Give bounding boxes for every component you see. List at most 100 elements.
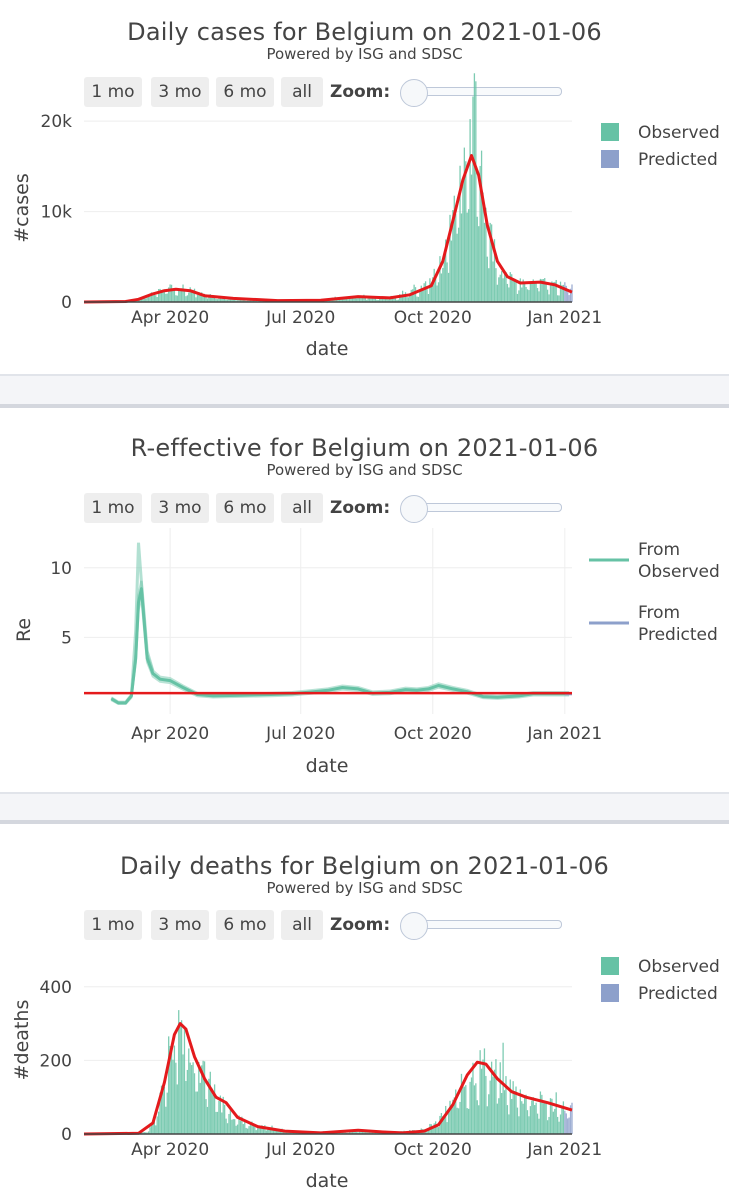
observed-bar — [358, 1130, 361, 1134]
observed-bar — [470, 1077, 473, 1134]
observed-bar — [480, 150, 483, 302]
observed-bar — [555, 279, 557, 302]
observed-bar — [545, 1103, 547, 1134]
observed-bar — [465, 1085, 467, 1134]
observed-bar — [357, 1132, 359, 1134]
observed-bar — [427, 1128, 430, 1134]
legend-label-predicted: From — [638, 603, 680, 623]
observed-bar — [422, 288, 424, 302]
observed-bar — [160, 291, 163, 302]
observed-bar — [147, 296, 150, 302]
range-button-6mo[interactable]: 6 mo — [216, 493, 274, 523]
observed-bar — [232, 1119, 234, 1134]
range-button-3mo[interactable]: 3 mo — [151, 77, 209, 107]
observed-bar — [488, 1094, 490, 1134]
observed-bar — [420, 285, 422, 302]
observed-bar — [526, 1110, 529, 1134]
observed-bar — [182, 1054, 184, 1134]
observed-bar — [241, 299, 243, 302]
observed-bar — [478, 1105, 480, 1134]
observed-bar — [387, 299, 389, 302]
observed-bar — [225, 1118, 227, 1134]
range-button-3mo[interactable]: 3 mo — [151, 493, 209, 523]
observed-bar — [327, 300, 329, 302]
observed-bar — [222, 297, 224, 302]
observed-bar — [544, 1100, 546, 1134]
observed-bar — [238, 299, 240, 302]
range-button-1mo[interactable]: 1 mo — [84, 493, 142, 523]
range-button-all[interactable]: all — [281, 493, 323, 523]
observed-bar — [170, 1050, 173, 1134]
zoom-label: Zoom: — [330, 498, 391, 518]
range-button-all[interactable]: all — [281, 910, 323, 940]
range-button-6mo[interactable]: 6 mo — [216, 77, 274, 107]
observed-bar — [435, 275, 437, 302]
legend-label-observed: Observed — [638, 123, 720, 143]
observed-bar — [203, 293, 206, 302]
range-button-1mo[interactable]: 1 mo — [84, 77, 142, 107]
observed-bar — [446, 262, 448, 302]
range-button-all[interactable]: all — [281, 77, 323, 107]
observed-bar — [424, 281, 427, 302]
observed-bar — [242, 1124, 244, 1134]
observed-bar — [172, 1059, 174, 1134]
observed-bar — [386, 298, 388, 302]
observed-bar — [542, 279, 544, 302]
observed-bar — [153, 1118, 155, 1134]
observed-bar — [440, 273, 443, 302]
zoom-slider-handle[interactable] — [400, 912, 428, 940]
observed-bar — [341, 298, 343, 302]
y-axis-title: Re — [13, 618, 35, 642]
range-button-6mo[interactable]: 6 mo — [216, 910, 274, 940]
observed-bar — [189, 287, 191, 302]
observed-bar — [356, 1131, 358, 1134]
observed-bar — [340, 298, 342, 302]
observed-bar — [492, 1076, 494, 1134]
observed-bar — [206, 298, 209, 302]
observed-bar — [360, 295, 362, 302]
observed-bar — [364, 296, 366, 302]
deaths-chart: 0 200 400 Apr 2020 Jul 2020 Oct 2020 Jan 2021 d… — [11, 957, 720, 1192]
deaths-title: Daily deaths for Belgium on 2021-01-06 — [119, 852, 610, 880]
zoom-slider-handle[interactable] — [400, 495, 428, 523]
observed-bar — [231, 299, 233, 302]
legend-swatch-predicted — [601, 984, 619, 1002]
observed-bar — [511, 1098, 513, 1134]
observed-bar — [470, 174, 473, 302]
observed-bar — [262, 1127, 265, 1134]
observed-bar — [472, 96, 474, 303]
predicted-bar — [565, 1113, 567, 1134]
observed-bar — [496, 284, 499, 302]
observed-bar — [367, 1131, 369, 1134]
observed-bar — [462, 181, 464, 302]
observed-bar — [409, 294, 411, 302]
observed-bar — [430, 285, 432, 302]
range-button-3mo[interactable]: 3 mo — [151, 910, 209, 940]
observed-bar — [529, 1106, 532, 1134]
observed-bar — [149, 1127, 151, 1134]
observed-bar — [561, 1105, 563, 1134]
observed-bar — [528, 1116, 530, 1134]
observed-bar — [466, 1108, 468, 1134]
x-tick-label: Oct 2020 — [394, 1140, 472, 1160]
y-tick-label: 10 — [50, 559, 72, 579]
observed-bar — [350, 296, 352, 302]
range-button-1mo[interactable]: 1 mo — [84, 910, 142, 940]
observed-bar — [557, 295, 559, 302]
observed-bar — [182, 284, 184, 302]
observed-bar — [149, 293, 151, 302]
y-tick-label: 5 — [61, 628, 72, 648]
observed-bar — [436, 1124, 438, 1134]
observed-bar — [140, 297, 143, 302]
observed-bar — [155, 1125, 157, 1134]
observed-bar — [452, 210, 454, 302]
panel-divider — [0, 374, 729, 408]
observed-bar — [224, 298, 226, 302]
zoom-slider-handle[interactable] — [400, 79, 428, 107]
observed-bar — [244, 299, 246, 302]
observed-bar — [536, 287, 539, 302]
observed-bar — [367, 298, 369, 302]
zoom-label: Zoom: — [330, 915, 391, 935]
observed-bar — [163, 1086, 166, 1134]
observed-bar — [235, 300, 237, 302]
